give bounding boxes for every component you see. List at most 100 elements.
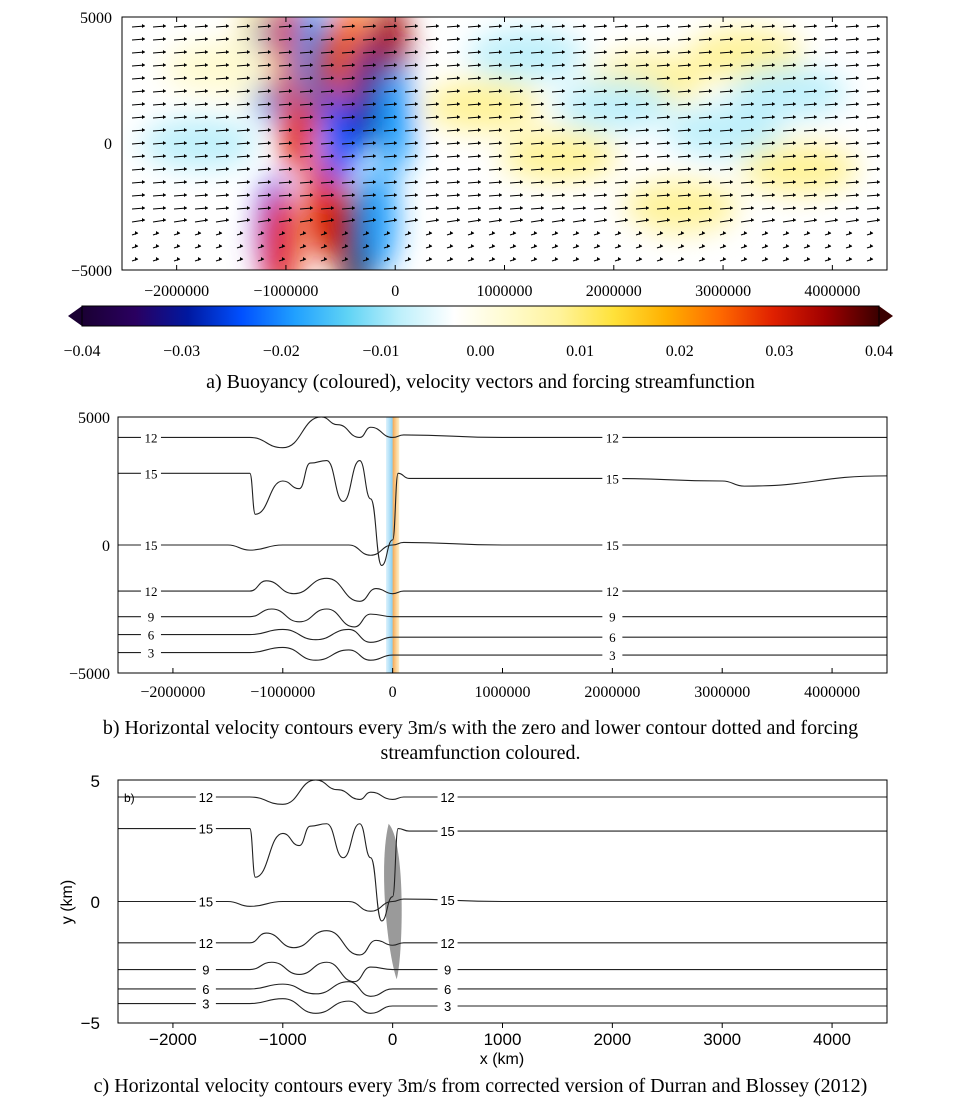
velocity-vector (467, 89, 482, 93)
velocity-vector (467, 102, 482, 106)
contour-label: 3 (444, 999, 451, 1014)
velocity-vector (152, 24, 167, 28)
velocity-vector (278, 231, 286, 236)
velocity-vector (173, 231, 181, 236)
velocity-vector (845, 102, 860, 106)
velocity-vector (236, 63, 251, 67)
velocity-vector (635, 193, 650, 197)
contour-label: 15 (606, 471, 619, 486)
velocity-vector (236, 257, 244, 262)
velocity-vector (698, 50, 713, 54)
velocity-vector (572, 141, 587, 145)
velocity-vector (698, 76, 713, 80)
velocity-vector (152, 89, 167, 93)
velocity-vector (572, 167, 587, 171)
velocity-vector (131, 50, 146, 54)
velocity-vector (299, 167, 314, 171)
velocity-vector (467, 218, 482, 223)
velocity-vector (173, 206, 188, 210)
velocity-vector (173, 128, 188, 132)
velocity-vector (551, 24, 566, 28)
velocity-vector (824, 63, 839, 67)
velocity-vector (320, 89, 335, 93)
velocity-vector (551, 231, 559, 236)
velocity-vector (404, 193, 419, 197)
velocity-vector (719, 50, 734, 54)
velocity-vector (677, 128, 692, 132)
velocity-vector (488, 128, 503, 132)
velocity-vector (425, 244, 433, 249)
velocity-vector (236, 128, 251, 132)
velocity-vector (173, 218, 188, 223)
velocity-vector (320, 24, 335, 28)
velocity-vector (446, 89, 461, 93)
velocity-vector (173, 193, 188, 197)
panel-a-xtick-label: −2000000 (144, 283, 209, 300)
velocity-vector (341, 115, 356, 119)
velocity-vector (509, 231, 517, 236)
velocity-vector (215, 193, 230, 197)
contour-line (118, 628, 887, 643)
velocity-vector (593, 128, 608, 132)
velocity-vector (614, 231, 622, 236)
velocity-vector (383, 193, 398, 197)
velocity-vector (803, 37, 818, 41)
velocity-vector (152, 244, 160, 249)
velocity-vector (698, 218, 713, 223)
panel-b-ytick-label: −5000 (69, 666, 110, 683)
velocity-vector (341, 76, 356, 80)
velocity-vector (215, 141, 230, 145)
velocity-vector (803, 180, 818, 184)
velocity-vector (824, 76, 839, 80)
velocity-vector (404, 37, 419, 41)
velocity-vector (236, 231, 244, 236)
velocity-vector (173, 37, 188, 41)
velocity-vector (572, 244, 580, 249)
velocity-vector (131, 180, 146, 184)
velocity-vector (173, 89, 188, 93)
velocity-vector (845, 37, 860, 41)
velocity-vector (845, 167, 860, 171)
contour-label: 9 (202, 963, 209, 978)
velocity-vector (425, 76, 440, 80)
velocity-vector (572, 37, 587, 41)
velocity-vector (173, 102, 188, 106)
velocity-vector (614, 24, 629, 28)
panel-c-xtick-label: 3000 (703, 1030, 741, 1049)
velocity-vector (509, 180, 524, 184)
velocity-vector (782, 37, 797, 41)
velocity-vector (635, 206, 650, 210)
contour-label: 3 (202, 997, 209, 1012)
velocity-vector (551, 102, 566, 106)
velocity-vector (614, 218, 629, 223)
velocity-vector (446, 218, 461, 223)
contour-label: 15 (440, 893, 454, 908)
velocity-vector (278, 63, 293, 67)
velocity-vector (551, 63, 566, 67)
velocity-vector (761, 24, 776, 28)
velocity-vector (320, 63, 335, 67)
velocity-vector (320, 154, 335, 158)
velocity-vector (236, 115, 251, 119)
velocity-vector (446, 141, 461, 145)
contour-line (118, 823, 887, 922)
velocity-vector (425, 102, 440, 106)
contour-line (118, 541, 887, 556)
velocity-vector (866, 154, 881, 158)
velocity-vector (131, 24, 146, 28)
contour-label-bg (140, 609, 161, 624)
buoyancy-blob (262, 189, 299, 270)
velocity-vector (845, 154, 860, 158)
velocity-vector (383, 167, 398, 171)
velocity-vector (635, 141, 650, 145)
velocity-vector (383, 180, 398, 184)
velocity-vector (509, 167, 524, 171)
velocity-vector (446, 24, 461, 28)
velocity-vector (593, 115, 608, 119)
velocity-vector (866, 50, 881, 54)
velocity-vector (131, 218, 146, 223)
colorbar-tick-label: 0.00 (467, 343, 495, 360)
velocity-vector (698, 257, 706, 262)
velocity-vector (257, 180, 272, 184)
velocity-vector (215, 206, 230, 210)
